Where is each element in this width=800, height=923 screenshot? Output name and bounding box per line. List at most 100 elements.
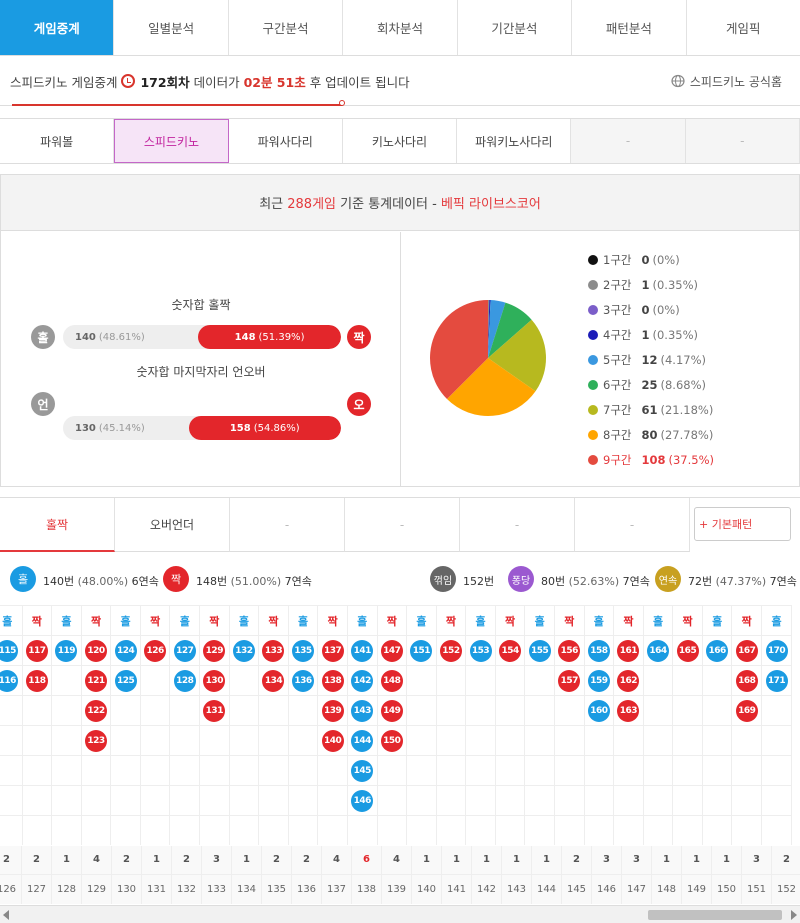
grid-ball[interactable]: 170 (765, 639, 788, 662)
oddeven-label: 숫자합 홀짝 (171, 298, 231, 312)
grid-ball[interactable]: 144 (351, 729, 374, 752)
tab-main-6[interactable]: 게임픽 (686, 0, 800, 55)
grid-ball[interactable]: 157 (558, 669, 581, 692)
grid-ball[interactable]: 138 (321, 669, 344, 692)
game-tabs: 파워볼 스피드키노 파워사다리 키노사다리 파워키노사다리 - - (0, 118, 800, 164)
scroll-thumb[interactable] (648, 910, 782, 920)
grid-ball[interactable]: 126 (144, 639, 167, 662)
tab-game-4[interactable]: 파워키노사다리 (457, 119, 572, 163)
tab-game-6[interactable]: - (685, 119, 800, 163)
grid-ball[interactable]: 136 (292, 669, 315, 692)
grid-ball[interactable]: 162 (617, 669, 640, 692)
tab-game-0[interactable]: 파워볼 (0, 119, 115, 163)
tab-main-5[interactable]: 패턴분석 (572, 0, 687, 55)
tab-pattern-4[interactable]: - (460, 498, 575, 552)
scroll-right-icon[interactable] (791, 910, 797, 920)
tab-pattern-1[interactable]: 오버언더 (115, 498, 230, 552)
even-circle: 짝 (347, 325, 371, 349)
official-home-label: 스피드키노 공식홈 (689, 74, 782, 89)
grid-ball[interactable]: 139 (321, 699, 344, 722)
grid-ball[interactable]: 125 (114, 669, 137, 692)
grid-ball[interactable]: 152 (439, 639, 462, 662)
official-home-link[interactable]: 스피드키노 공식홈 (670, 56, 782, 106)
pie-slice-7 (446, 358, 536, 416)
grid-header-15: 짝 (435, 605, 467, 636)
tab-pattern-2[interactable]: - (230, 498, 345, 552)
tab-main-3[interactable]: 회차분석 (343, 0, 458, 55)
grid-ball[interactable]: 156 (558, 639, 581, 662)
grid-ball[interactable]: 140 (321, 729, 344, 752)
tab-main-1[interactable]: 일별분석 (114, 0, 229, 55)
tab-pattern-5[interactable]: - (575, 498, 690, 552)
grid-ball[interactable]: 169 (735, 699, 758, 722)
grid-ball[interactable]: 153 (469, 639, 492, 662)
grid-header-6: 홀 (169, 605, 201, 636)
grid-ball[interactable]: 132 (232, 639, 255, 662)
grid-ball[interactable]: 148 (380, 669, 403, 692)
grid-ball[interactable]: 165 (676, 639, 699, 662)
grid-ball[interactable]: 163 (617, 699, 640, 722)
grid-ball[interactable]: 137 (321, 639, 344, 662)
tab-game-3[interactable]: 키노사다리 (343, 119, 458, 163)
grid-ball[interactable]: 149 (380, 699, 403, 722)
grid-ball[interactable]: 121 (85, 669, 108, 692)
grid-ball[interactable]: 155 (528, 639, 551, 662)
tab-pattern-0[interactable]: 홀짝 (0, 498, 115, 552)
grid-header-19: 짝 (553, 605, 585, 636)
grid-ball[interactable]: 171 (765, 669, 788, 692)
grid-ball[interactable]: 115 (0, 639, 19, 662)
grid-ball[interactable]: 164 (647, 639, 669, 662)
round-label-0: 126 (0, 874, 22, 904)
grid-ball[interactable]: 117 (25, 639, 48, 662)
grid-ball[interactable]: 154 (499, 639, 522, 662)
grid-ball[interactable]: 161 (617, 639, 640, 662)
grid-ball[interactable]: 127 (173, 639, 196, 662)
tab-game-1[interactable]: 스피드키노 (114, 119, 229, 163)
grid-ball[interactable]: 142 (351, 669, 374, 692)
underover-label: 숫자합 마지막자리 언오버 (136, 365, 266, 379)
grid-ball[interactable]: 166 (706, 639, 729, 662)
scroll-left-icon[interactable] (3, 910, 9, 920)
tab-pattern-3[interactable]: - (345, 498, 460, 552)
grid-ball[interactable]: 123 (85, 729, 108, 752)
grid-ball[interactable]: 122 (85, 699, 108, 722)
grid-ball[interactable]: 124 (114, 639, 137, 662)
tab-main-2[interactable]: 구간분석 (228, 0, 344, 55)
grid-ball[interactable]: 167 (735, 639, 758, 662)
tab-main-0[interactable]: 게임중계 (0, 0, 115, 55)
tab-game-5[interactable]: - (571, 119, 686, 163)
legend-count-5: 25 (641, 377, 658, 392)
grid-ball[interactable]: 168 (735, 669, 758, 692)
grid-ball[interactable]: 143 (351, 699, 374, 722)
tab-main-4[interactable]: 기간분석 (457, 0, 573, 55)
grid-ball[interactable]: 116 (0, 669, 19, 692)
grid-ball[interactable]: 160 (587, 699, 610, 722)
grid-ball[interactable]: 129 (203, 639, 226, 662)
grid-header-8: 홀 (228, 605, 260, 636)
grid-ball[interactable]: 118 (25, 669, 48, 692)
grid-ball[interactable]: 145 (351, 759, 374, 782)
round-label-17: 143 (502, 874, 532, 904)
streak-count-9: 2 (262, 846, 292, 874)
grid-ball[interactable]: 128 (173, 669, 196, 692)
horizontal-scrollbar[interactable] (0, 905, 800, 923)
grid-ball[interactable]: 134 (262, 669, 285, 692)
grid-ball[interactable]: 120 (85, 639, 108, 662)
grid-ball[interactable]: 119 (55, 639, 78, 662)
grid-ball[interactable]: 151 (410, 639, 433, 662)
grid-ball[interactable]: 133 (262, 639, 285, 662)
grid-ball[interactable]: 141 (351, 639, 374, 662)
tab-game-2[interactable]: 파워사다리 (229, 119, 343, 163)
grid-ball[interactable]: 147 (380, 639, 403, 662)
round-label-14: 140 (412, 874, 442, 904)
grid-ball[interactable]: 131 (203, 699, 226, 722)
legend-count-8: 108 (641, 452, 666, 467)
legend-pct-2: (0%) (652, 302, 680, 317)
grid-ball[interactable]: 150 (380, 729, 403, 752)
grid-ball[interactable]: 146 (351, 789, 374, 812)
grid-ball[interactable]: 130 (203, 669, 226, 692)
grid-ball[interactable]: 135 (292, 639, 315, 662)
grid-ball[interactable]: 159 (587, 669, 610, 692)
grid-ball[interactable]: 158 (587, 639, 610, 662)
basic-pattern-button[interactable]: + 기본패턴 (694, 507, 791, 541)
